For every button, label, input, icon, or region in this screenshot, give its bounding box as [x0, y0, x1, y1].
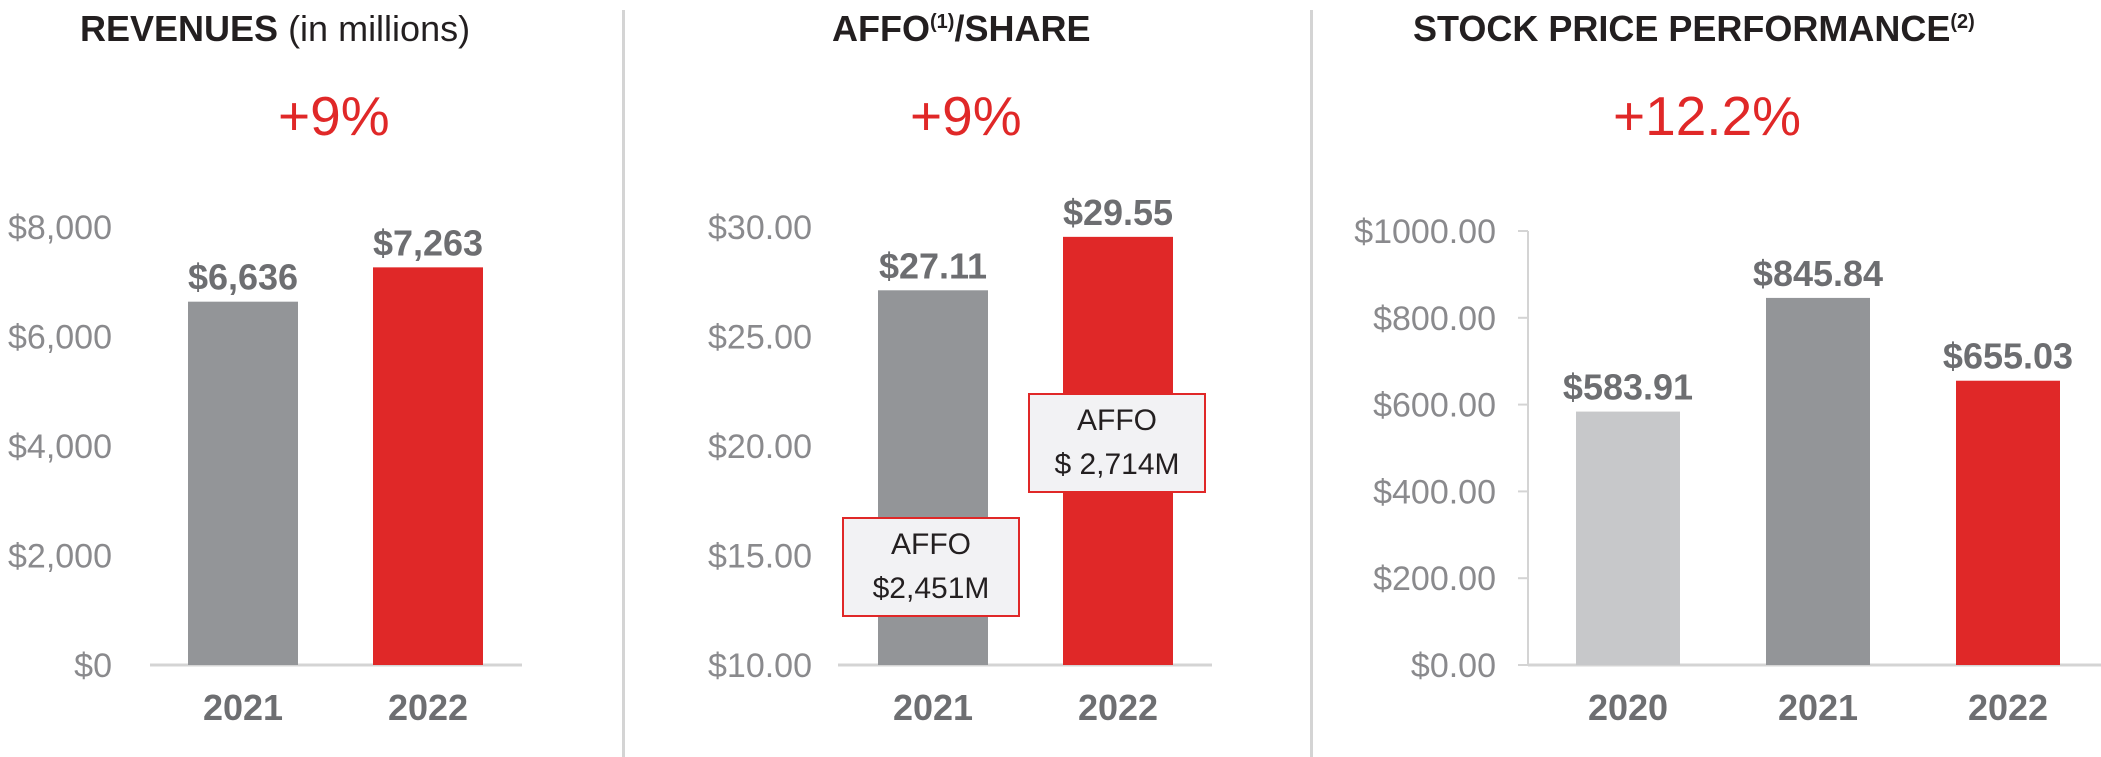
stock-bar-2021: [1766, 297, 1870, 665]
revenues-ytick-label: $0: [74, 647, 112, 685]
revenues-title-note: (in millions): [278, 8, 471, 49]
affo-callout-2021: AFFO $2,451M: [842, 517, 1020, 617]
stock-title-bold: STOCK PRICE PERFORMANCE: [1413, 8, 1951, 49]
stock-category-label-2022: 2022: [1968, 687, 2048, 728]
revenues-panel: REVENUES (in millions) +9%: [0, 0, 620, 757]
revenues-value-label-2021: $6,636: [188, 257, 298, 298]
affo-title-footnote: (1): [929, 11, 955, 33]
revenues-category-label-2022: 2022: [388, 687, 468, 728]
affo-callout-2022-value: $ 2,714M: [1054, 448, 1180, 481]
affo-callout-2021-label: AFFO: [891, 528, 971, 561]
affo-category-label-2021: 2021: [893, 687, 973, 728]
stock-ytick-label: $400.00: [1373, 473, 1496, 511]
affo-callout-2022: AFFO $ 2,714M: [1028, 393, 1206, 493]
affo-category-label-2022: 2022: [1078, 687, 1158, 728]
stock-bar-2020: [1576, 411, 1680, 665]
revenues-value-label-2022: $7,263: [373, 222, 483, 263]
stock-ytick-label: $800.00: [1373, 300, 1496, 338]
divider-left: [622, 10, 625, 757]
affo-ytick-label: $25.00: [708, 319, 812, 357]
revenues-change: +9%: [278, 85, 390, 147]
affo-value-label-2022: $29.55: [1063, 192, 1173, 233]
stock-value-label-2022: $655.03: [1943, 336, 2073, 377]
stock-category-label-2020: 2020: [1588, 687, 1668, 728]
revenues-category-label-2021: 2021: [203, 687, 283, 728]
revenues-bar-2021: [188, 301, 298, 665]
affo-ytick-label: $20.00: [708, 428, 812, 466]
divider-right: [1310, 10, 1313, 757]
revenues-bar-2022: [373, 267, 483, 665]
stock-title-footnote: (2): [1950, 11, 1975, 33]
revenues-ytick-label: $4,000: [8, 428, 112, 466]
affo-ytick-label: $15.00: [708, 538, 812, 576]
revenues-ytick-label: $2,000: [8, 538, 112, 576]
revenues-ytick-label: $8,000: [8, 209, 112, 247]
stock-ytick-label: $200.00: [1373, 560, 1496, 598]
affo-title-tail: /SHARE: [954, 8, 1091, 49]
stock-panel: STOCK PRICE PERFORMANCE(2) +12.2%: [1313, 0, 2101, 757]
stock-ytick-label: $0.00: [1411, 647, 1496, 685]
affo-change: +9%: [910, 85, 1022, 147]
affo-ytick-label: $10.00: [708, 647, 812, 685]
stock-ytick-label: $600.00: [1373, 387, 1496, 425]
revenues-ytick-label: $6,000: [8, 319, 112, 357]
affo-callout-2021-value: $2,451M: [872, 572, 990, 605]
stock-value-label-2020: $583.91: [1563, 367, 1693, 408]
stock-category-label-2021: 2021: [1778, 687, 1858, 728]
affo-ytick-label: $30.00: [708, 209, 812, 247]
stock-title: STOCK PRICE PERFORMANCE(2): [1413, 8, 1975, 50]
affo-title-bold: AFFO: [832, 8, 930, 49]
affo-panel: AFFO(1)/SHARE +9%: [625, 0, 1310, 757]
stock-bar-2022: [1956, 380, 2060, 665]
affo-title: AFFO(1)/SHARE: [832, 8, 1090, 50]
stock-value-label-2021: $845.84: [1753, 253, 1883, 294]
revenues-title: REVENUES (in millions): [80, 8, 470, 50]
affo-callout-2022-label: AFFO: [1077, 404, 1157, 437]
revenues-title-bold: REVENUES: [80, 8, 279, 49]
stock-change: +12.2%: [1613, 85, 1802, 147]
affo-value-label-2021: $27.11: [879, 245, 987, 286]
stock-ytick-label: $1000.00: [1354, 213, 1496, 251]
